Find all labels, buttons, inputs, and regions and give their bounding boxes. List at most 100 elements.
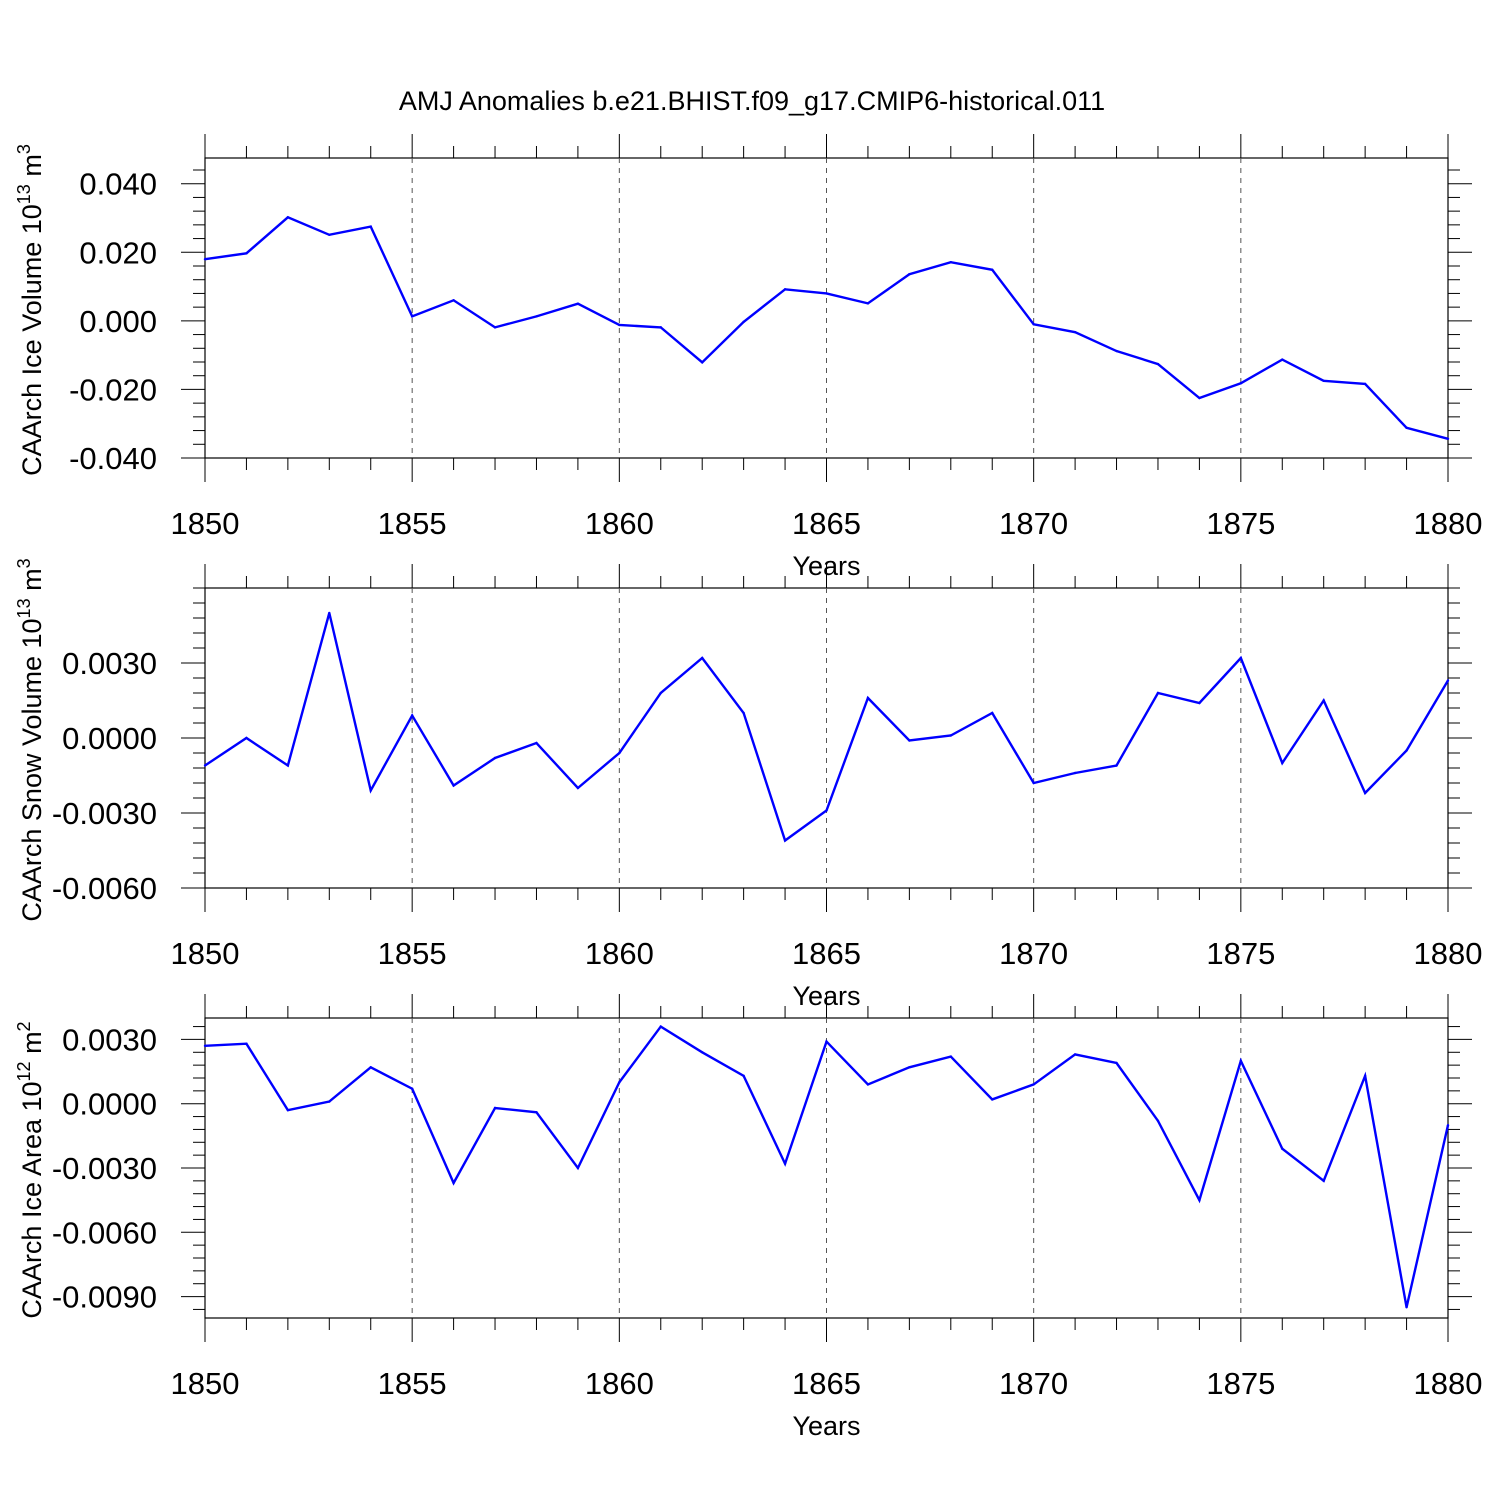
data-point xyxy=(1281,1147,1284,1150)
y-tick-label: 0.0030 xyxy=(62,1022,157,1057)
x-tick-label: 1855 xyxy=(378,936,447,971)
data-point xyxy=(1363,1074,1367,1078)
y-tick-label: -0.0090 xyxy=(52,1280,157,1315)
y-tick-label: 0.0000 xyxy=(62,1087,157,1122)
data-point xyxy=(1446,437,1450,440)
data-point xyxy=(1073,771,1077,775)
data-point xyxy=(328,611,331,615)
data-point xyxy=(1363,791,1367,795)
data-point xyxy=(1405,1306,1408,1309)
data-point xyxy=(535,1111,538,1114)
data-point xyxy=(659,326,662,329)
data-point xyxy=(825,292,828,295)
data-point xyxy=(866,696,870,700)
data-point xyxy=(701,656,704,660)
panel-2: -0.0060 -0.0030 0.0000 0.0030 1850 1855 1860 18… xyxy=(14,558,1482,1011)
data-point xyxy=(866,302,870,305)
data-point xyxy=(493,1106,497,1110)
data-point xyxy=(949,734,952,737)
y-tick-label: -0.020 xyxy=(69,372,157,407)
data-point xyxy=(1363,382,1367,386)
data-point xyxy=(783,288,787,291)
data-point xyxy=(1239,656,1243,660)
data-point xyxy=(245,1042,248,1045)
data-point xyxy=(908,739,911,742)
data-point xyxy=(203,764,207,767)
x-tick-label: 1875 xyxy=(1206,1366,1275,1401)
x-tick-label: 1855 xyxy=(378,506,447,541)
data-point xyxy=(493,756,497,760)
data-point xyxy=(535,741,538,745)
x-tick-label: 1850 xyxy=(171,506,240,541)
data-point xyxy=(701,361,704,364)
data-point xyxy=(701,1051,704,1054)
data-point xyxy=(203,257,207,261)
data-point xyxy=(576,302,580,305)
data-point xyxy=(493,326,497,329)
y-tick-label: -0.040 xyxy=(69,441,157,476)
y-tick-label: 0.0030 xyxy=(62,646,157,681)
data-point xyxy=(369,225,372,228)
data-point xyxy=(659,691,662,695)
data-point xyxy=(1198,1198,1201,1202)
data-point xyxy=(991,268,994,271)
data-point xyxy=(245,736,248,740)
data-point xyxy=(908,1066,911,1069)
data-point xyxy=(618,1081,621,1084)
x-tick-label: 1875 xyxy=(1206,506,1275,541)
data-point xyxy=(410,1087,414,1090)
data-point xyxy=(949,1055,952,1058)
x-tick-label: 1880 xyxy=(1414,936,1483,971)
data-point xyxy=(286,1108,290,1112)
data-point xyxy=(742,711,745,715)
data-point xyxy=(410,714,414,717)
data-point xyxy=(1322,699,1325,702)
data-point xyxy=(1032,323,1035,326)
panel-3: -0.0090 -0.0060 -0.0030 0.0000 0.0030 1850 185… xyxy=(14,994,1482,1441)
x-tick-label: 1870 xyxy=(999,936,1068,971)
data-point xyxy=(742,320,745,324)
data-point xyxy=(1073,1053,1077,1056)
data-point xyxy=(949,261,952,264)
data-point xyxy=(1405,749,1408,752)
x-tick-label: 1865 xyxy=(792,1366,861,1401)
data-point xyxy=(991,711,994,715)
data-point xyxy=(576,786,580,790)
data-point xyxy=(618,751,621,755)
data-point xyxy=(1156,1119,1160,1123)
data-point xyxy=(410,315,414,318)
data-point xyxy=(1115,764,1118,767)
data-point xyxy=(1239,382,1243,385)
data-point xyxy=(742,1074,745,1078)
data-point xyxy=(1239,1059,1243,1063)
data-point xyxy=(1032,781,1035,785)
y-tick-label: -0.0030 xyxy=(52,1151,157,1186)
x-tick-label: 1850 xyxy=(171,936,240,971)
series-line xyxy=(204,612,1450,843)
data-point xyxy=(783,1162,787,1165)
y-axis-title: CAArch Ice Volume 1013 m3 xyxy=(14,144,47,476)
data-point xyxy=(452,784,455,787)
x-tick-label: 1860 xyxy=(585,506,654,541)
x-tick-label: 1870 xyxy=(999,1366,1068,1401)
data-point xyxy=(1281,358,1284,361)
data-point xyxy=(452,1181,455,1185)
y-tick-label: 0.0000 xyxy=(62,721,157,756)
data-point xyxy=(1322,1179,1325,1183)
data-point xyxy=(908,273,911,276)
data-point xyxy=(286,764,290,767)
y-axis-title: CAArch Ice Area 1012 m2 xyxy=(14,1021,47,1318)
data-point xyxy=(535,315,538,318)
data-point xyxy=(1115,1061,1118,1065)
x-tick-label: 1865 xyxy=(792,936,861,971)
data-point xyxy=(328,233,331,236)
y-tick-label: 0.040 xyxy=(79,167,157,202)
x-tick-label: 1865 xyxy=(792,506,861,541)
data-point xyxy=(1032,1083,1035,1086)
y-tick-label: 0.000 xyxy=(79,304,157,339)
data-point xyxy=(203,1044,207,1048)
data-point xyxy=(1405,426,1408,430)
y-tick-label: -0.0060 xyxy=(52,871,157,906)
data-point xyxy=(659,1025,662,1028)
